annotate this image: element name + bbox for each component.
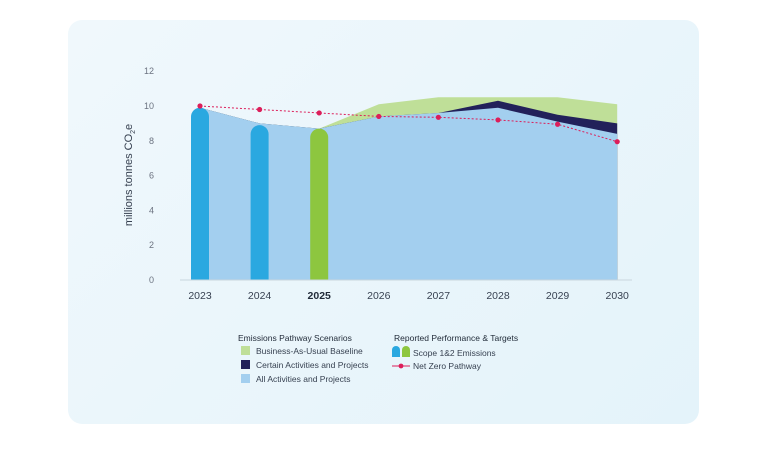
net-zero-point <box>555 121 561 127</box>
net-zero-point <box>197 103 203 109</box>
net-zero-point <box>495 117 501 123</box>
legend-swatch <box>241 346 250 355</box>
area-all-activities-and-projects <box>200 107 618 281</box>
bar-2024 <box>250 125 269 280</box>
net-zero-point <box>614 139 620 145</box>
y-tick-label: 8 <box>149 136 154 146</box>
x-tick-label: 2023 <box>188 290 212 302</box>
y-axis-label: millions tonnes CO2e <box>123 124 137 226</box>
y-tick-label: 0 <box>149 275 154 285</box>
y-tick-label: 10 <box>144 101 154 111</box>
legend-item-label: Business-As-Usual Baseline <box>256 346 363 356</box>
x-tick-label: 2027 <box>427 290 451 302</box>
y-tick-label: 12 <box>144 66 154 76</box>
y-tick-label: 4 <box>149 205 154 215</box>
bar-2025 <box>310 128 329 280</box>
legend-bar-icon <box>402 346 410 357</box>
net-zero-point <box>376 113 382 120</box>
y-tick-label: 6 <box>149 171 154 181</box>
x-tick-label: 2029 <box>546 290 570 302</box>
x-tick-label: 2025 <box>308 290 332 302</box>
x-tick-label: 2024 <box>248 290 272 302</box>
net-zero-line <box>199 105 618 143</box>
net-zero-point <box>435 114 441 120</box>
legend-reported-title: Reported Performance & Targets <box>394 333 518 343</box>
legend-item-label: Certain Activities and Projects <box>256 360 368 370</box>
legend-swatch <box>241 360 250 369</box>
legend-scenarios-title: Emissions Pathway Scenarios <box>238 333 352 343</box>
x-tick-label: 2030 <box>606 290 630 302</box>
legend-bar-icon <box>392 346 400 357</box>
legend-item-label: All Activities and Projects <box>256 374 350 384</box>
bar-2023 <box>191 107 209 280</box>
legend-swatch <box>241 374 250 383</box>
y-tick-label: 2 <box>149 240 154 250</box>
legend-item-label: Net Zero Pathway <box>413 361 482 371</box>
x-tick-label: 2026 <box>367 290 391 302</box>
net-zero-point <box>257 106 263 113</box>
legend-item-label: Scope 1&2 Emissions <box>413 348 496 358</box>
net-zero-point <box>316 110 322 116</box>
x-tick-label: 2028 <box>486 290 510 302</box>
legend-line-marker <box>398 363 404 369</box>
